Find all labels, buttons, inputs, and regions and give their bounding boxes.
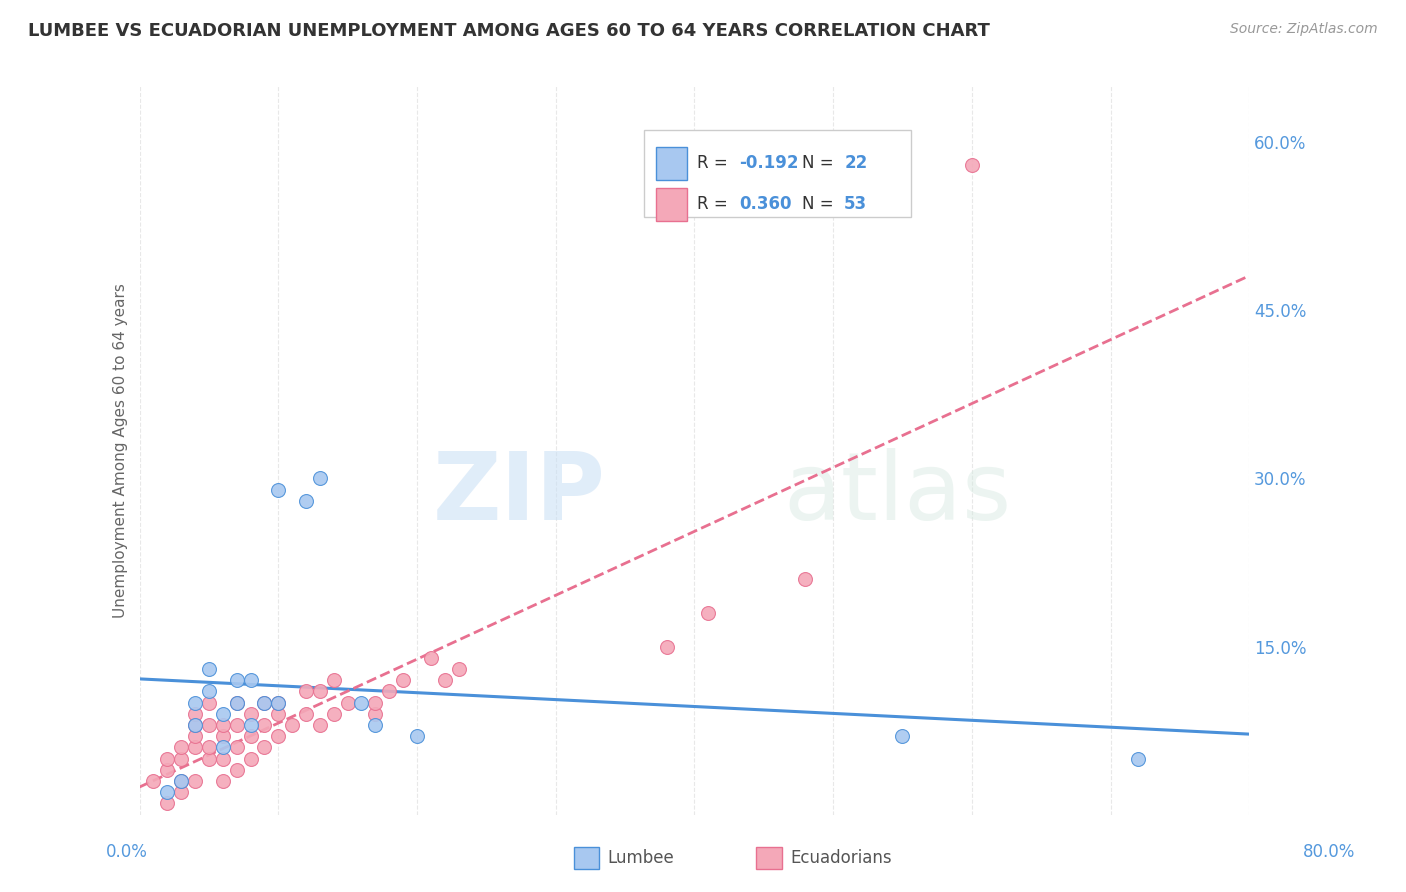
Point (392, 673, 415, 687)
Point (960, 158, 983, 172)
Point (184, 774, 207, 789)
Point (225, 740, 247, 755)
Point (225, 696, 247, 710)
Text: 0.360: 0.360 (738, 195, 792, 213)
Point (170, 785, 193, 799)
Point (891, 729, 914, 743)
Point (309, 684, 332, 698)
Text: atlas: atlas (783, 448, 1011, 541)
Text: ZIP: ZIP (433, 448, 606, 541)
Text: 0.0%: 0.0% (105, 843, 148, 861)
Point (156, 751, 179, 765)
Point (198, 696, 221, 710)
Point (378, 684, 401, 698)
Point (170, 751, 193, 765)
Point (225, 696, 247, 710)
Point (170, 774, 193, 789)
Point (267, 706, 290, 721)
Point (794, 572, 817, 586)
Point (697, 606, 720, 620)
Point (142, 774, 165, 789)
Point (309, 471, 332, 485)
Text: Ecuadorians: Ecuadorians (790, 849, 891, 867)
Point (295, 684, 318, 698)
Point (184, 706, 207, 721)
Point (198, 684, 221, 698)
Point (253, 696, 276, 710)
Point (364, 718, 387, 732)
Point (239, 718, 262, 732)
Text: Lumbee: Lumbee (607, 849, 673, 867)
Text: 53: 53 (844, 195, 868, 213)
Point (322, 706, 344, 721)
Point (253, 740, 276, 755)
Text: R =: R = (696, 195, 733, 213)
Point (198, 751, 221, 765)
Point (156, 785, 179, 799)
Point (364, 706, 387, 721)
Point (281, 718, 304, 732)
Point (267, 696, 290, 710)
Point (267, 483, 290, 497)
Point (253, 696, 276, 710)
Point (184, 718, 207, 732)
Y-axis label: Unemployment Among Ages 60 to 64 years: Unemployment Among Ages 60 to 64 years (114, 283, 128, 618)
Text: Source: ZipAtlas.com: Source: ZipAtlas.com (1230, 22, 1378, 37)
FancyBboxPatch shape (644, 130, 911, 218)
Point (225, 673, 247, 687)
Point (211, 729, 233, 743)
FancyBboxPatch shape (655, 147, 686, 179)
Point (184, 740, 207, 755)
FancyBboxPatch shape (655, 188, 686, 220)
Point (239, 706, 262, 721)
Point (655, 640, 678, 654)
Point (225, 718, 247, 732)
Text: LUMBEE VS ECUADORIAN UNEMPLOYMENT AMONG AGES 60 TO 64 YEARS CORRELATION CHART: LUMBEE VS ECUADORIAN UNEMPLOYMENT AMONG … (28, 22, 990, 40)
Point (170, 740, 193, 755)
Point (406, 729, 429, 743)
Point (322, 673, 344, 687)
Point (198, 718, 221, 732)
Point (336, 696, 359, 710)
Point (225, 763, 247, 777)
Point (211, 751, 233, 765)
Text: 22: 22 (844, 154, 868, 172)
Text: R =: R = (696, 154, 733, 172)
Point (211, 718, 233, 732)
Point (364, 696, 387, 710)
Point (239, 673, 262, 687)
Point (184, 729, 207, 743)
Point (184, 718, 207, 732)
Point (156, 763, 179, 777)
Point (184, 696, 207, 710)
Text: -0.192: -0.192 (738, 154, 799, 172)
Point (433, 673, 456, 687)
Point (295, 706, 318, 721)
Point (419, 650, 441, 665)
Point (1128, 751, 1150, 765)
Point (198, 662, 221, 676)
Point (211, 774, 233, 789)
Point (211, 740, 233, 755)
Point (267, 729, 290, 743)
Point (447, 662, 470, 676)
Point (170, 774, 193, 789)
Point (239, 751, 262, 765)
Point (198, 740, 221, 755)
Point (156, 797, 179, 811)
Point (211, 706, 233, 721)
Point (239, 729, 262, 743)
Text: 80.0%: 80.0% (1302, 843, 1355, 861)
Text: N =: N = (801, 195, 839, 213)
Point (350, 696, 373, 710)
Point (267, 696, 290, 710)
Point (309, 718, 332, 732)
Text: N =: N = (801, 154, 839, 172)
Point (295, 494, 318, 508)
Point (253, 718, 276, 732)
